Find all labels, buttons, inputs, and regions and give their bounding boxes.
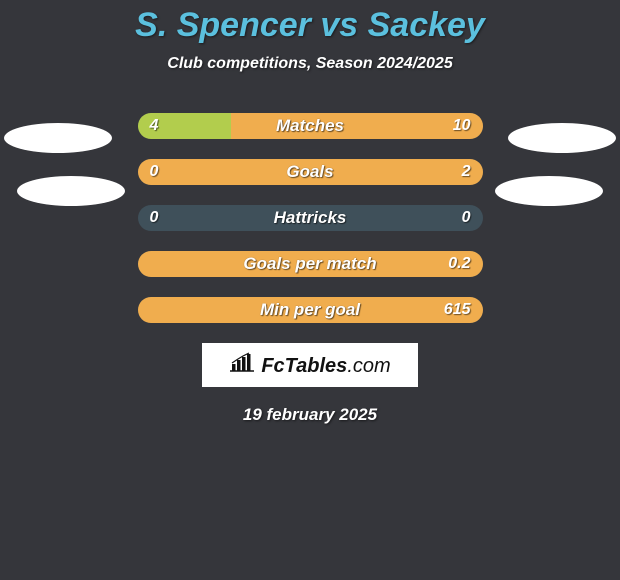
stat-row: 410Matches — [138, 113, 483, 139]
bar-chart-icon — [229, 352, 255, 372]
stat-label: Hattricks — [138, 205, 483, 231]
brand-name: FcTables — [261, 355, 347, 377]
page-subtitle: Club competitions, Season 2024/2025 — [0, 55, 620, 73]
stats-container: 410Matches 02Goals 00Hattricks 0.2Goals per… — [0, 113, 620, 323]
brand-text: FcTables.com — [261, 355, 390, 378]
date-text: 19 february 2025 — [0, 405, 620, 425]
brand-badge: FcTables.com — [202, 343, 418, 387]
stat-label: Goals — [138, 159, 483, 185]
stat-label: Matches — [138, 113, 483, 139]
stat-row: 615Min per goal — [138, 297, 483, 323]
stat-label: Min per goal — [138, 297, 483, 323]
brand-domain: .com — [347, 355, 390, 377]
stat-label: Goals per match — [138, 251, 483, 277]
stat-row: 02Goals — [138, 159, 483, 185]
stat-row: 00Hattricks — [138, 205, 483, 231]
page-title: S. Spencer vs Sackey — [0, 0, 620, 45]
stats-rows: 410Matches 02Goals 00Hattricks 0.2Goals per… — [70, 113, 550, 323]
stat-row: 0.2Goals per match — [138, 251, 483, 277]
